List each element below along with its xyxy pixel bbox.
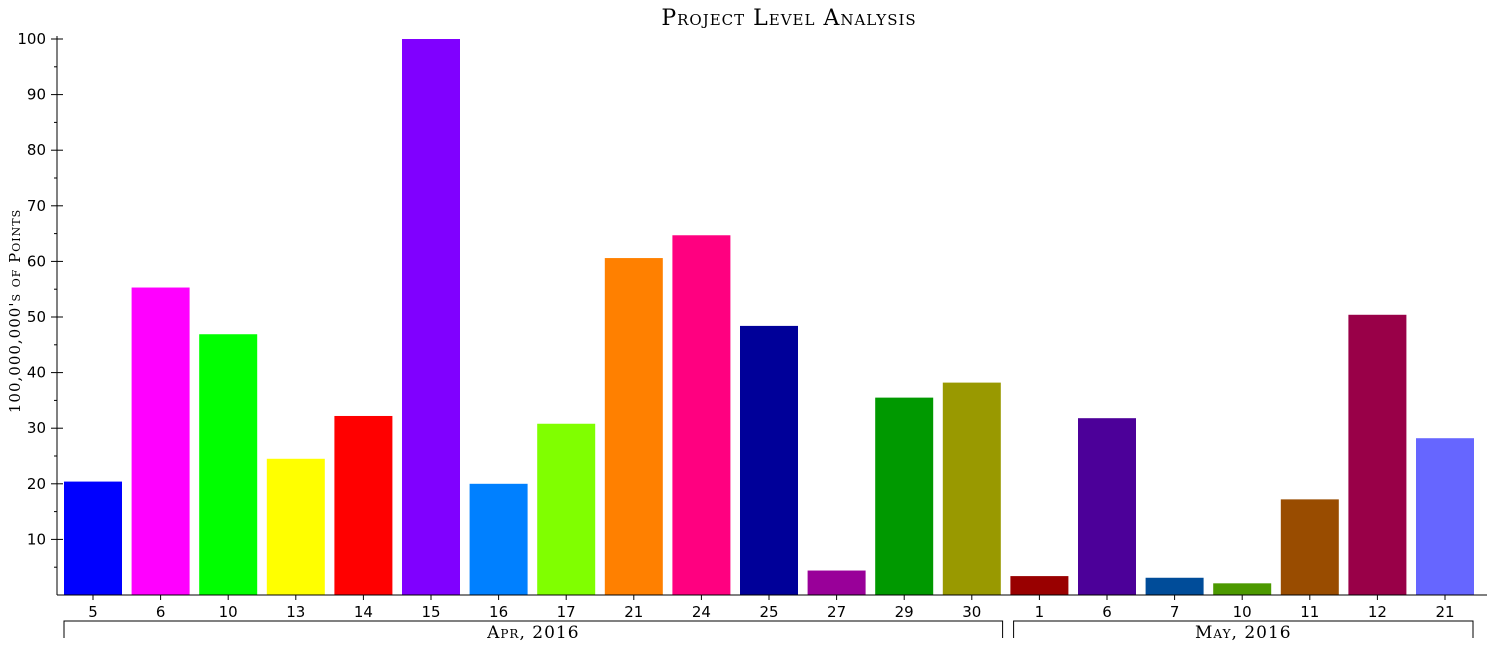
axes-layer xyxy=(51,36,1487,600)
y-tick-label: 40 xyxy=(27,364,46,382)
x-tick-label: 14 xyxy=(354,603,373,621)
x-tick-label: 27 xyxy=(827,603,846,621)
group-bracket xyxy=(1013,620,1474,638)
bar xyxy=(1010,576,1069,595)
bar xyxy=(334,415,393,595)
group-label: May, 2016 xyxy=(1195,623,1292,643)
y-tick-label: 90 xyxy=(27,86,46,104)
x-tick-label: 12 xyxy=(1368,603,1387,621)
bar xyxy=(266,458,325,595)
group-label: Apr, 2016 xyxy=(486,623,579,643)
bar xyxy=(942,382,1001,595)
x-tick-label: 16 xyxy=(489,603,508,621)
y-tick-label: 30 xyxy=(27,419,46,437)
y-tick-label: 80 xyxy=(27,141,46,159)
bar xyxy=(469,483,528,595)
bar xyxy=(875,397,934,595)
bar xyxy=(199,334,258,595)
x-tick-label: 21 xyxy=(1435,603,1454,621)
x-tick-label: 29 xyxy=(895,603,914,621)
bar xyxy=(64,481,122,595)
x-tick-label: 10 xyxy=(1233,603,1252,621)
x-tick-label: 5 xyxy=(88,603,98,621)
groups-layer: Apr, 2016 May, 2016 xyxy=(63,620,1474,643)
x-tick-label: 6 xyxy=(1102,603,1112,621)
bar xyxy=(1078,418,1136,595)
bar xyxy=(131,287,190,595)
bar xyxy=(807,570,866,595)
y-tick-label: 70 xyxy=(27,197,46,215)
x-tick-label: 21 xyxy=(624,603,643,621)
x-tick-label: 24 xyxy=(692,603,711,621)
bar xyxy=(672,235,731,595)
group-bracket xyxy=(63,620,1004,638)
bar xyxy=(1416,438,1474,595)
x-tick-label: 11 xyxy=(1300,603,1319,621)
bar xyxy=(604,258,663,595)
x-tick-label: 13 xyxy=(286,603,305,621)
y-tick-label: 20 xyxy=(27,475,46,493)
y-tick-label: 10 xyxy=(27,530,46,548)
y-tick-label: 60 xyxy=(27,252,46,270)
x-tick-label: 10 xyxy=(219,603,238,621)
bar xyxy=(1348,314,1407,595)
bars-layer xyxy=(64,39,1474,595)
y-axis-label: 100,000,000's of Points xyxy=(6,209,24,413)
bar xyxy=(1145,577,1204,595)
x-tick-label: 25 xyxy=(759,603,778,621)
x-tick-label: 15 xyxy=(421,603,440,621)
ticks-layer: 5 6 10 13 14 15 16 17 21 24 25 27 29 30 1 6 7 10 11 12 21102… xyxy=(17,30,1454,621)
bar xyxy=(1213,583,1272,595)
bar xyxy=(537,423,596,595)
bar xyxy=(740,325,798,595)
chart-title: Project Level Analysis xyxy=(661,6,916,31)
x-tick-label: 1 xyxy=(1035,603,1045,621)
x-tick-label: 17 xyxy=(557,603,576,621)
bar xyxy=(1280,499,1339,595)
x-tick-label: 30 xyxy=(962,603,981,621)
y-tick-label: 50 xyxy=(27,308,46,326)
x-tick-label: 7 xyxy=(1170,603,1180,621)
y-tick-label: 100 xyxy=(17,30,46,48)
x-tick-label: 6 xyxy=(156,603,166,621)
bar xyxy=(402,39,460,595)
